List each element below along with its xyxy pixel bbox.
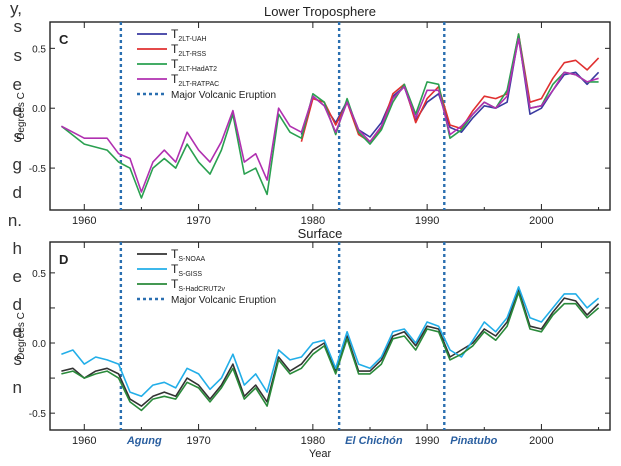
plot-frame xyxy=(49,241,611,431)
volcano-label: Pinatubo xyxy=(450,435,497,447)
caption-fragment: d xyxy=(12,183,22,202)
caption-fragment: y, xyxy=(10,0,22,18)
y-tick-label: 0.5 xyxy=(32,269,46,280)
x-tick-label: 1990 xyxy=(415,215,439,227)
legend-entry-noaa: TS-NOAA xyxy=(171,247,206,263)
y-tick-label: 0.5 xyxy=(32,44,46,55)
y-tick-label: 0.0 xyxy=(32,104,46,115)
panel-letter: C xyxy=(59,32,69,47)
series-line-giss xyxy=(61,286,600,398)
series-line-noaa xyxy=(61,288,600,407)
x-tick-label: 1970 xyxy=(186,215,210,227)
series-line-hadcrut xyxy=(61,291,600,412)
caption-fragment: e xyxy=(12,101,22,120)
x-tick-label: 2000 xyxy=(529,215,553,227)
volcano-label: Agung xyxy=(126,435,162,447)
legend-entry-hadcrut: TS-HadCRUT2v xyxy=(171,277,226,293)
legend-entry-volcano: Major Volcanic Eruption xyxy=(171,90,276,101)
x-tick-label: 1970 xyxy=(186,435,210,447)
x-tick-label: 1960 xyxy=(72,215,96,227)
chart-panel-d: Surface D -0.5 0.0 0.5 1960 1970 1980 1990 2000 De… xyxy=(16,226,611,447)
caption-fragment: g xyxy=(12,155,22,174)
caption-fragment: s xyxy=(13,17,23,36)
series-line-ratpac xyxy=(61,37,599,193)
y-axis-label: Degrees C xyxy=(16,312,27,360)
panel-title: Surface xyxy=(298,226,343,241)
x-tick-label: 1980 xyxy=(301,435,325,447)
caption-fragment: s xyxy=(13,127,23,146)
x-tick-label: 1980 xyxy=(301,215,325,227)
x-tick-label: 1990 xyxy=(415,435,439,447)
legend-entry-rss: T2LT-RSS xyxy=(171,42,207,58)
panel-letter: D xyxy=(59,252,68,267)
caption-fragment: e xyxy=(12,75,22,94)
caption-fragment: e xyxy=(12,322,22,341)
caption-fragment: h xyxy=(12,239,22,258)
y-tick-label: -0.5 xyxy=(29,409,47,420)
x-tick-label: 2000 xyxy=(529,435,553,447)
caption-fragment: e xyxy=(12,267,22,286)
y-axis-label: Degrees C xyxy=(16,92,27,140)
caption-fragment: s xyxy=(13,350,23,369)
caption-fragment: s xyxy=(13,46,23,65)
volcano-label: El Chichón xyxy=(345,435,403,447)
legend-entry-giss: TS-GISS xyxy=(171,262,202,278)
legend-entry-hadat2: T2LT-HadAT2 xyxy=(171,57,217,73)
x-tick-label: 1960 xyxy=(72,435,96,447)
chart-panel-c: Lower Troposphere C -0.5 0.0 0.5 1960 1970 1980… xyxy=(16,4,611,227)
panel-title: Lower Troposphere xyxy=(264,4,376,19)
caption-fragment: n xyxy=(12,378,22,397)
cropped-caption-text: y, s s e e s g d n. h e d e s n xyxy=(0,0,24,466)
legend-entry-ratpac: T2LT-RATPAC xyxy=(171,72,219,88)
y-tick-label: 0.0 xyxy=(32,339,46,350)
x-axis-label: Year xyxy=(309,448,332,460)
caption-fragment: n. xyxy=(7,211,22,230)
y-tick-label: -0.5 xyxy=(29,164,47,175)
legend-entry-uah: T2LT-UAH xyxy=(171,27,207,43)
legend-entry-volcano: Major Volcanic Eruption xyxy=(171,295,276,306)
caption-fragment: d xyxy=(12,295,22,314)
